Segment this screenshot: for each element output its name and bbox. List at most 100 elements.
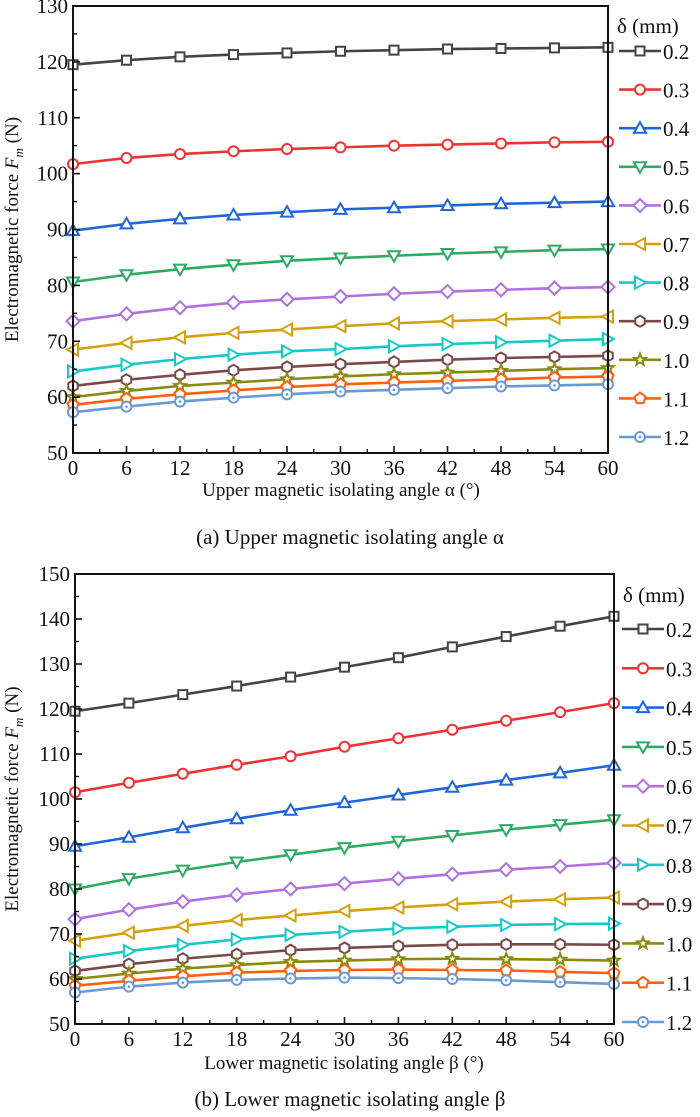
data-point <box>385 315 400 332</box>
data-point <box>444 779 461 793</box>
legend-item-0.3: 0.3 <box>619 79 689 103</box>
x-tick-label: 12 <box>172 1027 193 1051</box>
y-tick-label: 110 <box>39 742 70 766</box>
legend-marker <box>633 391 647 405</box>
y-tick-label: 100 <box>39 787 71 811</box>
y-tick-label: 80 <box>47 273 68 297</box>
data-point <box>499 963 513 977</box>
data-point <box>282 881 299 897</box>
legend-label: 0.7 <box>666 815 692 839</box>
data-point <box>500 917 515 933</box>
legend-label: 0.5 <box>666 736 692 760</box>
legend-item-0.5: 0.5 <box>619 156 689 180</box>
data-point <box>171 329 186 346</box>
legend-label: 1.1 <box>666 972 692 996</box>
legend-item-0.2: 0.2 <box>622 618 692 642</box>
data-point <box>281 143 293 156</box>
y-title-symbol: F <box>2 157 23 170</box>
data-point <box>174 148 186 161</box>
data-point <box>225 259 242 273</box>
legend-item-0.8: 0.8 <box>622 854 692 878</box>
legend-label: 0.9 <box>666 893 692 917</box>
legend-item-1.0: 1.0 <box>622 932 692 956</box>
series-0.2 <box>67 41 614 71</box>
y-tick-label: 50 <box>47 441 68 465</box>
data-point <box>227 346 242 363</box>
y-tick-label: 120 <box>37 50 69 74</box>
legend-marker <box>636 975 650 989</box>
data-point <box>338 924 353 940</box>
data-point <box>386 199 402 214</box>
y-tick-label: 90 <box>49 832 70 856</box>
data-point <box>278 321 293 338</box>
data-point-dot <box>127 985 131 988</box>
data-point <box>225 206 242 221</box>
data-point-dot <box>285 393 289 396</box>
legend-marker-dot <box>638 435 642 439</box>
x-tick-label: 54 <box>550 1027 572 1051</box>
x-tick-label: 48 <box>496 1027 517 1051</box>
data-point <box>495 137 507 150</box>
data-point <box>439 313 454 329</box>
legend-label: 1.2 <box>666 1011 692 1035</box>
series-0.7 <box>66 889 620 949</box>
legend-label: 1.2 <box>663 426 689 450</box>
data-point <box>386 250 402 264</box>
data-point <box>118 269 135 283</box>
x-tick-label: 60 <box>604 1027 625 1051</box>
data-point-dot <box>232 396 235 399</box>
legend-item-0.9: 0.9 <box>622 893 692 917</box>
caption: (b) Lower magnetic isolating angle β <box>194 1087 505 1111</box>
data-point <box>498 893 513 910</box>
series-0.8 <box>69 915 623 967</box>
data-point <box>172 299 188 316</box>
x-tick-label: 30 <box>330 456 351 480</box>
legend-item-1.0: 1.0 <box>619 349 689 373</box>
data-point <box>546 310 561 326</box>
data-point <box>493 246 509 260</box>
x-tick-label: 0 <box>68 456 79 480</box>
data-point <box>495 334 510 351</box>
chart-lower-angle: Electromagnetic force Fm (N) Lower magne… <box>2 562 693 1111</box>
data-point <box>285 671 297 683</box>
data-point <box>441 353 454 367</box>
caption: (a) Upper magnetic isolating angle α <box>196 525 504 549</box>
legend-label: 0.6 <box>666 775 692 799</box>
data-point <box>493 195 509 210</box>
data-point <box>439 197 456 211</box>
legend-marker <box>637 623 649 635</box>
series-1.2 <box>69 971 620 999</box>
legend-label: 1.0 <box>663 349 689 373</box>
legend-marker <box>634 314 646 328</box>
legend-item-0.7: 0.7 <box>622 815 692 839</box>
legend-item-1.1: 1.1 <box>622 972 692 996</box>
y-tick-label: 60 <box>49 967 70 991</box>
x-tick-label: 42 <box>442 1027 463 1051</box>
data-point <box>493 281 509 298</box>
data-point <box>546 280 563 297</box>
data-point <box>335 45 346 57</box>
data-point <box>225 325 240 341</box>
data-point-dot <box>339 390 342 393</box>
legend-marker <box>634 274 649 291</box>
data-point <box>495 42 507 54</box>
legend-item-0.7: 0.7 <box>619 233 689 257</box>
data-point-dot <box>125 405 128 408</box>
legend-label: 0.9 <box>663 310 689 334</box>
legend-label: 0.5 <box>663 156 689 180</box>
data-point-dot <box>553 384 556 387</box>
data-point <box>551 950 569 967</box>
legend-item-0.2: 0.2 <box>619 40 689 64</box>
data-point <box>176 767 189 780</box>
data-point <box>120 924 135 941</box>
data-point <box>442 43 453 55</box>
series-0.5 <box>65 243 616 291</box>
x-tick-label: 54 <box>544 456 566 480</box>
series-0.4 <box>67 757 622 852</box>
data-point <box>392 652 404 664</box>
data-point <box>118 305 135 322</box>
data-point <box>279 291 295 308</box>
legend-marker <box>634 83 646 96</box>
y-tick-label: 130 <box>37 0 69 18</box>
legend-marker <box>631 236 646 252</box>
